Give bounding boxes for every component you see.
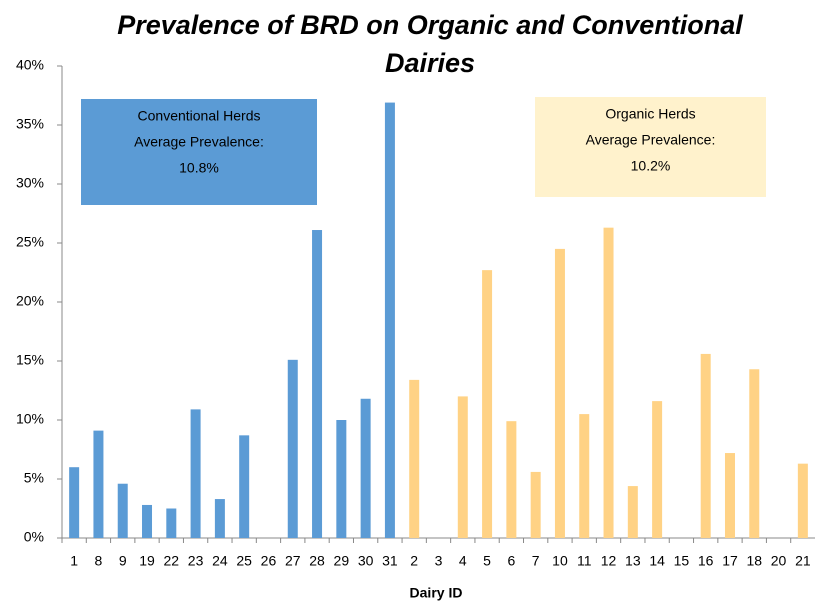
bar [724,453,735,538]
bar [93,430,104,538]
bar [482,270,493,538]
x-tick-label: 2 [410,553,418,569]
x-tick-label: 31 [382,553,398,569]
x-tick-label: 28 [309,553,325,569]
x-tick-label: 24 [212,553,228,569]
x-tick-label: 16 [698,553,714,569]
annotation-text: Average Prevalence: [134,134,264,150]
bar [384,102,395,538]
x-tick-label: 21 [795,553,811,569]
y-tick-label: 40% [16,57,44,73]
bar [190,409,201,538]
x-tick-label: 27 [285,553,301,569]
x-tick-label: 17 [722,553,738,569]
annotation-box [535,97,766,197]
bar [142,504,153,538]
bar [214,499,225,538]
x-tick-label: 6 [507,553,515,569]
annotation-text: Organic Herds [605,106,695,122]
annotation-text: 10.2% [631,158,671,174]
bar [652,401,663,538]
x-tick-label: 25 [236,553,252,569]
bar [239,435,250,538]
bar [117,483,128,538]
x-tick-label: 18 [746,553,762,569]
bar [336,420,347,538]
x-tick-label: 29 [334,553,350,569]
y-tick-label: 10% [16,411,44,427]
bar [530,471,541,538]
x-tick-label: 8 [95,553,103,569]
x-tick-label: 10 [552,553,568,569]
bar [627,486,638,538]
bar [409,379,420,538]
x-tick-label: 5 [483,553,491,569]
bar [554,248,565,538]
x-tick-label: 19 [139,553,155,569]
y-tick-label: 0% [24,529,44,545]
x-tick-label: 4 [459,553,467,569]
x-tick-label: 26 [261,553,277,569]
annotation-box [81,99,317,205]
bar [700,353,711,538]
x-tick-label: 30 [358,553,374,569]
y-tick-label: 5% [24,470,44,486]
annotation-text: 10.8% [179,160,219,176]
x-tick-label: 14 [649,553,665,569]
x-tick-label: 12 [601,553,617,569]
bar [603,227,614,538]
y-tick-label: 20% [16,293,44,309]
x-tick-label: 11 [577,553,592,569]
bar [360,398,371,538]
x-tick-label: 1 [70,553,78,569]
bar [506,421,517,538]
x-tick-label: 20 [771,553,787,569]
y-tick-label: 25% [16,234,44,250]
x-axis-label: Dairy ID [410,585,463,601]
x-tick-label: 9 [119,553,127,569]
bar [166,508,177,538]
bar [797,463,808,538]
bar [69,467,80,538]
x-tick-label: 15 [674,553,690,569]
chart-title: Prevalence of BRD on Organic and Convent… [117,10,743,78]
bar [287,359,298,538]
annotation-text: Average Prevalence: [586,132,716,148]
bar [312,230,323,538]
y-tick-label: 15% [16,352,44,368]
y-tick-label: 30% [16,175,44,191]
y-tick-label: 35% [16,116,44,132]
x-tick-label: 3 [435,553,443,569]
x-tick-label: 7 [532,553,540,569]
x-tick-label: 13 [625,553,641,569]
annotation-text: Conventional Herds [138,108,261,124]
bar [579,414,590,538]
bar [749,369,760,538]
x-tick-label: 22 [164,553,180,569]
x-tick-label: 23 [188,553,204,569]
bar [457,396,468,538]
